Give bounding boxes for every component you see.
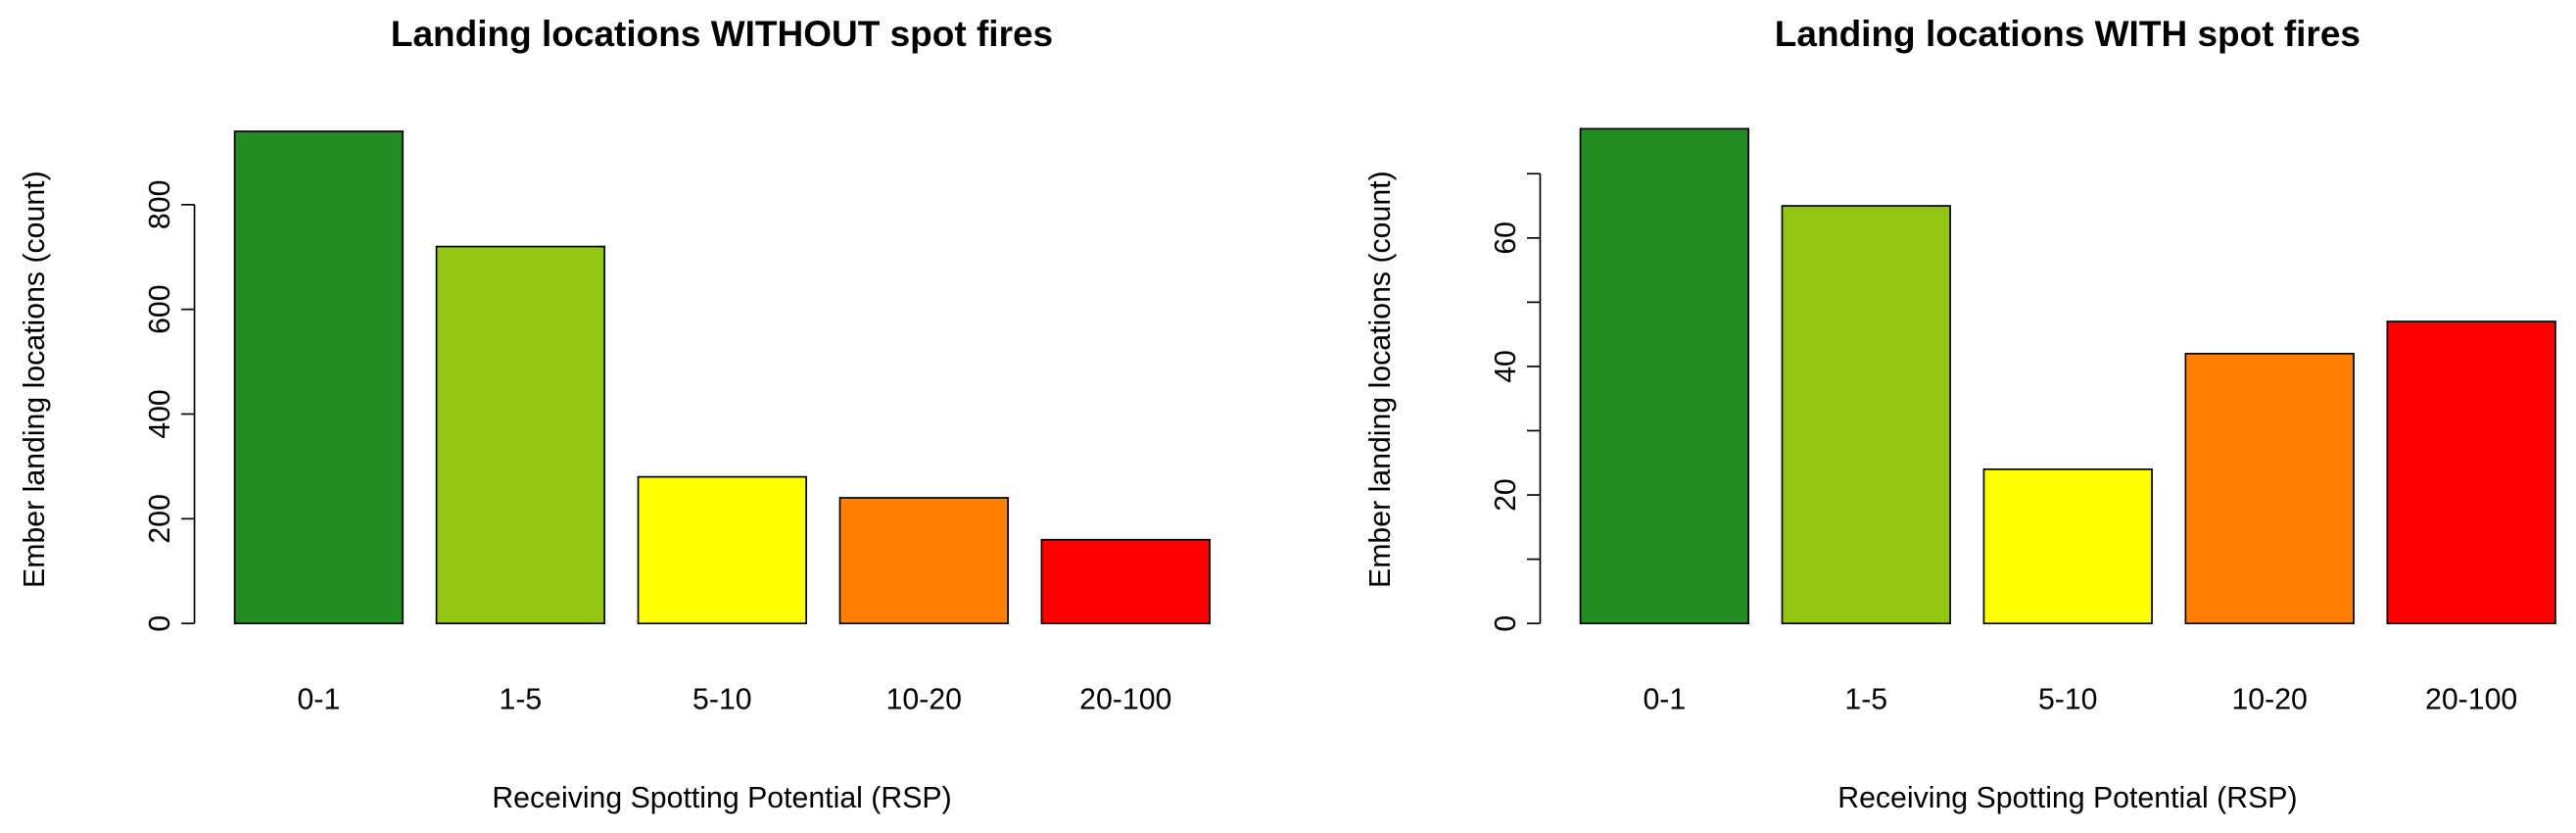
bar (2386, 320, 2556, 625)
bar (2184, 352, 2355, 625)
x-tick-label: 0-1 (298, 683, 341, 715)
y-tick-label: 0 (1490, 615, 1522, 632)
x-tick-label: 10-20 (886, 683, 962, 715)
y-tick-label: 200 (144, 494, 176, 544)
bar (1040, 538, 1211, 625)
y-tick-label: 400 (144, 389, 176, 438)
chart-title: Landing locations WITH spot fires (1775, 13, 2361, 54)
bar (233, 130, 405, 625)
bar (637, 475, 807, 625)
x-axis-label: Receiving Spotting Potential (RSP) (1837, 782, 2297, 814)
y-tick-label: 40 (1490, 350, 1522, 383)
y-tick-label: 0 (144, 615, 176, 632)
x-axis-label: Receiving Spotting Potential (RSP) (492, 782, 951, 814)
bar (838, 497, 1009, 625)
x-tick-label: 5-10 (2038, 683, 2098, 715)
x-tick-label: 5-10 (692, 683, 752, 715)
x-tick-label: 0-1 (1643, 683, 1686, 715)
y-tick-label: 60 (1490, 221, 1522, 255)
y-tick-label: 20 (1490, 478, 1522, 512)
x-tick-label: 20-100 (2425, 683, 2517, 715)
y-axis-label: Ember landing locations (count) (1364, 171, 1397, 588)
bar (435, 245, 606, 625)
chart-title: Landing locations WITHOUT spot fires (391, 13, 1053, 54)
x-tick-label: 10-20 (2231, 683, 2307, 715)
y-tick-label: 600 (144, 284, 176, 334)
bar (1579, 127, 1749, 625)
x-tick-label: 1-5 (500, 683, 543, 715)
y-tick-label: 800 (144, 180, 176, 230)
bar (1781, 205, 1951, 625)
y-axis-label: Ember landing locations (count) (19, 171, 51, 588)
x-tick-label: 1-5 (1844, 683, 1887, 715)
bar (1982, 467, 2153, 625)
x-tick-label: 20-100 (1079, 683, 1171, 715)
